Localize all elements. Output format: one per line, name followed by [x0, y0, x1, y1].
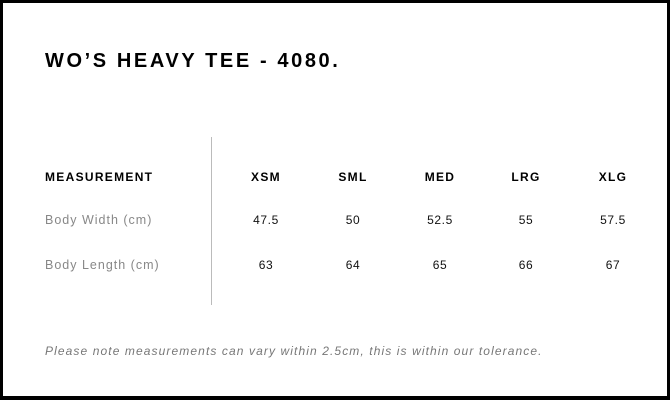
size-header-xlg: XLG	[598, 170, 628, 184]
table-cell: 65	[432, 258, 448, 272]
size-header-med: MED	[424, 170, 456, 184]
measurement-header: MEASUREMENT	[45, 170, 154, 184]
tolerance-note: Please note measurements can vary within…	[45, 344, 543, 358]
size-header-sml: SML	[338, 170, 368, 184]
table-cell: 57.5	[600, 213, 626, 227]
column-divider	[211, 137, 212, 305]
table-cell: 63	[258, 258, 274, 272]
table-cell: 66	[518, 258, 534, 272]
table-cell: 47.5	[253, 213, 279, 227]
page-title: WO’S HEAVY TEE - 4080.	[45, 50, 341, 72]
size-header-xsm: XSM	[251, 170, 281, 184]
table-cell: 50	[345, 213, 361, 227]
row-label: Body Length (cm)	[45, 258, 160, 272]
table-cell: 52.5	[427, 213, 453, 227]
table-cell: 55	[518, 213, 534, 227]
table-cell: 64	[345, 258, 361, 272]
row-label: Body Width (cm)	[45, 213, 153, 227]
size-header-lrg: LRG	[511, 170, 541, 184]
table-cell: 67	[605, 258, 621, 272]
